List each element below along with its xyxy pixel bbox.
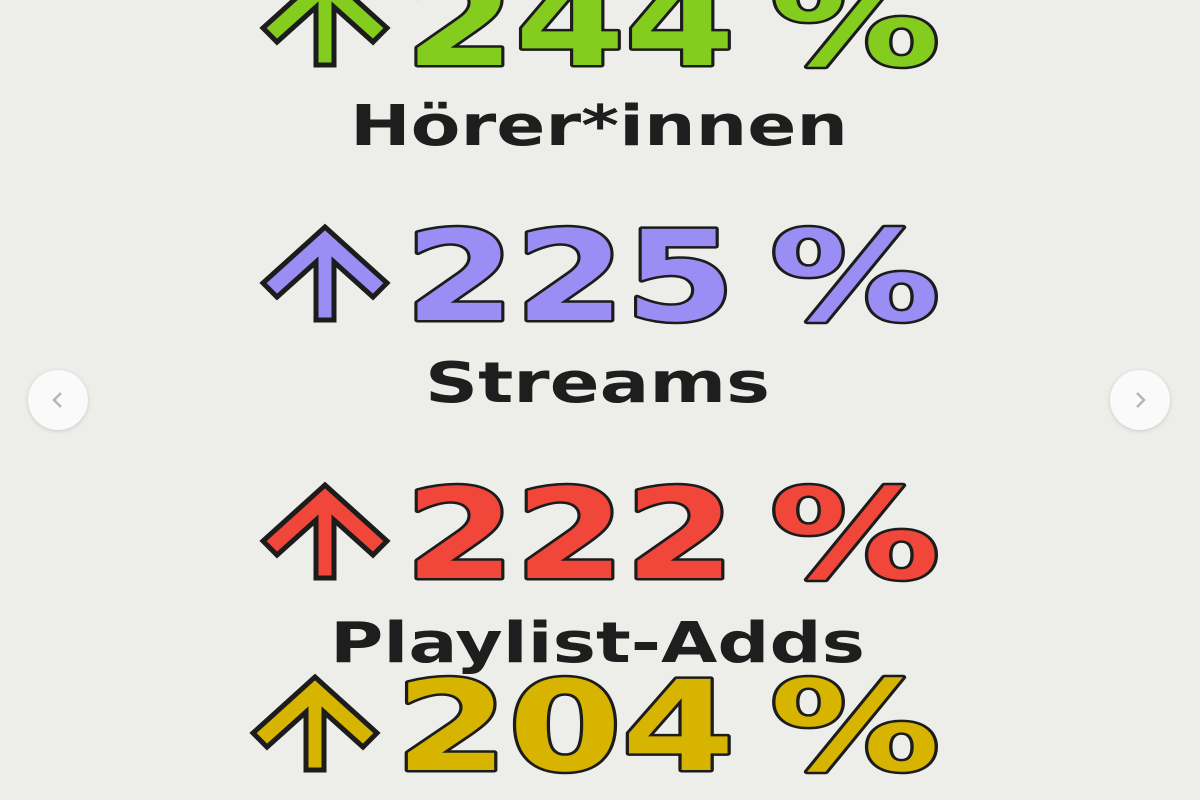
stat-value: 222 xyxy=(405,463,735,608)
stat-label: Hörer*innen xyxy=(350,94,848,159)
stat-row: 244 % xyxy=(259,0,943,98)
stat-value: 225 xyxy=(405,205,735,350)
stat-unit: % xyxy=(770,655,940,800)
stat-label: Playlist-Adds xyxy=(330,611,865,676)
arrow-up-icon xyxy=(259,0,391,68)
stat-unit: % xyxy=(770,0,940,95)
stat-row: 225 % xyxy=(259,203,943,353)
stat-label: Streams xyxy=(425,351,770,416)
chevron-left-icon xyxy=(52,392,62,408)
chevron-right-icon xyxy=(1136,392,1146,408)
carousel-next-button[interactable] xyxy=(1110,370,1170,430)
arrow-up-icon xyxy=(259,223,391,323)
carousel-prev-button[interactable] xyxy=(28,370,88,430)
stat-unit: % xyxy=(770,463,940,608)
arrow-up-icon xyxy=(259,481,391,581)
stat-row: 204 % xyxy=(249,653,943,800)
stat-value: 244 xyxy=(405,0,735,95)
stat-row: 222 % xyxy=(259,461,943,611)
stat-unit: % xyxy=(770,205,940,350)
stat-value: 204 xyxy=(395,655,735,800)
arrow-up-icon xyxy=(249,673,381,773)
